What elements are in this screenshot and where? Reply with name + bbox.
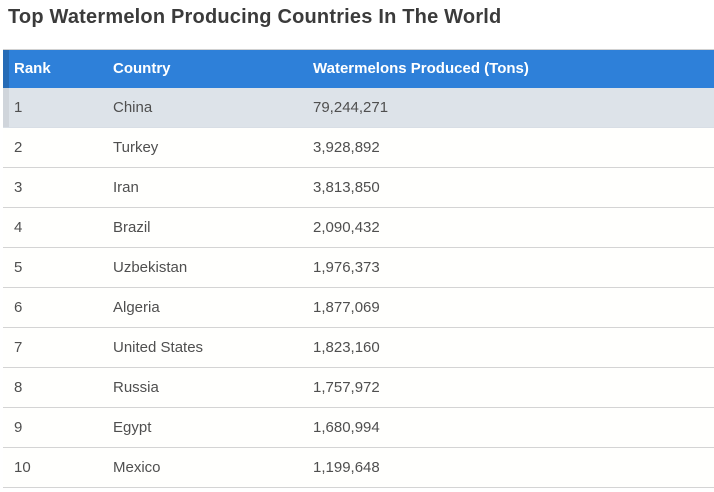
cell-rank: 10 (3, 447, 102, 488)
cell-rank: 2 (3, 127, 102, 168)
cell-country: Russia (102, 367, 302, 408)
cell-tons: 2,090,432 (302, 207, 714, 248)
cell-tons: 1,823,160 (302, 327, 714, 368)
table-row: 3 Iran 3,813,850 (3, 167, 714, 208)
cell-country: Turkey (102, 127, 302, 168)
table-row: 4 Brazil 2,090,432 (3, 207, 714, 248)
column-header-rank: Rank (3, 49, 102, 88)
cell-country: Uzbekistan (102, 247, 302, 288)
cell-country: Iran (102, 167, 302, 208)
cell-rank: 6 (3, 287, 102, 328)
cell-rank: 7 (3, 327, 102, 368)
cell-tons: 1,680,994 (302, 407, 714, 448)
cell-country: United States (102, 327, 302, 368)
table-row: 10 Mexico 1,199,648 (3, 447, 714, 488)
table-row: 1 China 79,244,271 (3, 87, 714, 128)
cell-rank: 9 (3, 407, 102, 448)
cell-country: Egypt (102, 407, 302, 448)
cell-rank: 1 (3, 87, 102, 128)
cell-tons: 3,928,892 (302, 127, 714, 168)
table-row: 6 Algeria 1,877,069 (3, 287, 714, 328)
table-row: 9 Egypt 1,680,994 (3, 407, 714, 448)
watermelon-production-table: Rank Country Watermelons Produced (Tons)… (3, 49, 714, 488)
cell-tons: 79,244,271 (302, 87, 714, 128)
table-header-row: Rank Country Watermelons Produced (Tons) (3, 49, 714, 88)
table-row: 2 Turkey 3,928,892 (3, 127, 714, 168)
table-row: 8 Russia 1,757,972 (3, 367, 714, 408)
cell-rank: 3 (3, 167, 102, 208)
table-row: 7 United States 1,823,160 (3, 327, 714, 368)
cell-country: Brazil (102, 207, 302, 248)
cell-rank: 5 (3, 247, 102, 288)
column-header-tons: Watermelons Produced (Tons) (302, 49, 714, 88)
cell-tons: 1,757,972 (302, 367, 714, 408)
column-header-country: Country (102, 49, 302, 88)
cell-tons: 1,877,069 (302, 287, 714, 328)
cell-tons: 3,813,850 (302, 167, 714, 208)
cell-country: Algeria (102, 287, 302, 328)
cell-tons: 1,976,373 (302, 247, 714, 288)
cell-country: China (102, 87, 302, 128)
cell-rank: 4 (3, 207, 102, 248)
cell-rank: 8 (3, 367, 102, 408)
cell-country: Mexico (102, 447, 302, 488)
table-row: 5 Uzbekistan 1,976,373 (3, 247, 714, 288)
page-title: Top Watermelon Producing Countries In Th… (8, 6, 502, 28)
cell-tons: 1,199,648 (302, 447, 714, 488)
